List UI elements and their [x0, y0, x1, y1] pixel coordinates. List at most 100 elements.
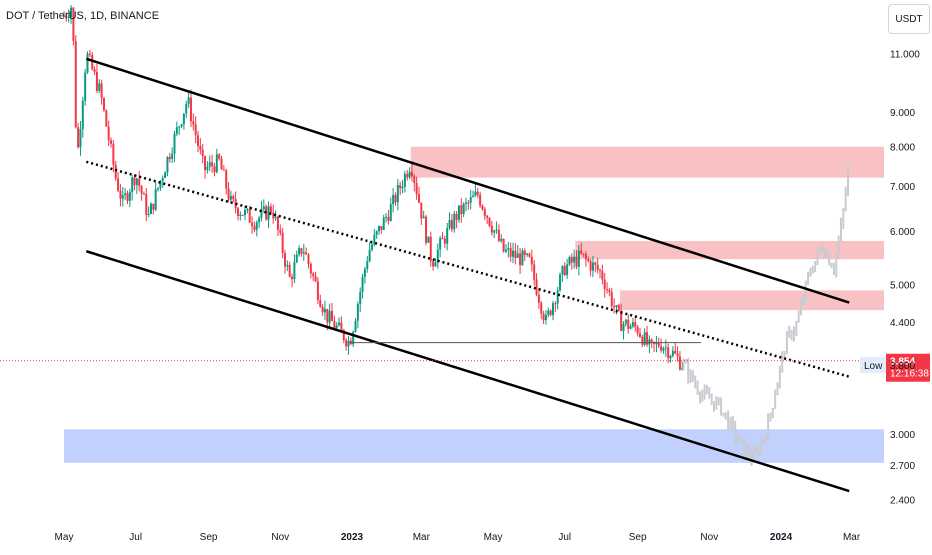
candle-body	[547, 310, 550, 315]
candle-body	[114, 164, 117, 179]
candle-body	[479, 194, 482, 206]
candle-body	[655, 342, 658, 345]
y-tick-label: 2.400	[890, 496, 915, 507]
candle-body	[352, 331, 355, 345]
candle-body	[662, 348, 665, 351]
candle-body	[65, 16, 68, 18]
candle-body	[568, 256, 571, 265]
candle-body	[582, 253, 585, 255]
candle-body	[455, 213, 458, 220]
candle-body	[528, 253, 531, 257]
candle-body	[328, 310, 331, 323]
candle-body	[509, 248, 512, 257]
candle-body	[251, 222, 254, 227]
candle-body	[591, 262, 594, 271]
candle-body	[577, 250, 580, 267]
candle-body	[667, 347, 670, 359]
candle-body	[93, 69, 96, 72]
candle-body	[363, 268, 366, 277]
candle-body	[326, 308, 329, 323]
candle-body	[117, 178, 120, 191]
candle-body	[566, 264, 569, 276]
x-tick-label: Jul	[129, 532, 142, 543]
symbol-title: DOT / TetherUS, 1D, BINANCE	[6, 10, 160, 22]
candle-body	[526, 253, 529, 255]
candle-body	[533, 264, 536, 280]
candle-body	[392, 195, 395, 205]
candle-body	[476, 191, 479, 195]
candle-body	[631, 322, 634, 327]
candle-body	[279, 229, 282, 233]
candle-body	[624, 319, 627, 324]
candle-body	[182, 113, 185, 125]
candle-body	[389, 204, 392, 221]
candle-body	[375, 231, 378, 235]
candle-body	[227, 188, 230, 200]
candle-body	[615, 305, 618, 308]
candle-body	[157, 187, 160, 190]
candle-body	[530, 256, 533, 265]
candle-body	[213, 166, 216, 173]
candle-body	[422, 216, 425, 219]
candle-body	[669, 355, 672, 359]
candle-body	[342, 329, 345, 341]
candle-body	[596, 264, 599, 270]
candle-body	[168, 156, 171, 160]
candle-body	[450, 219, 453, 230]
candle-body	[236, 208, 239, 216]
x-tick-label: May	[55, 532, 74, 543]
candle-body	[608, 289, 611, 293]
candle-body	[283, 253, 286, 267]
candle-body	[648, 339, 651, 345]
trendline-solid-2	[85, 250, 850, 493]
zones-layer	[64, 146, 884, 463]
candle-body	[356, 304, 359, 321]
candle-body	[305, 252, 308, 255]
candle-body	[535, 279, 538, 295]
candle-body	[319, 300, 322, 307]
candle-body	[171, 153, 174, 160]
candle-body	[286, 264, 289, 267]
candle-body	[410, 171, 413, 177]
candle-body	[620, 310, 623, 332]
candle-body	[380, 226, 383, 230]
candle-body	[354, 320, 357, 332]
candle-body	[276, 216, 279, 230]
trendline-solid-0	[85, 57, 850, 304]
candle-body	[613, 306, 616, 308]
candle-body	[147, 213, 150, 216]
candle-body	[222, 169, 225, 171]
candle-body	[316, 281, 319, 301]
x-tick-label: Mar	[413, 532, 431, 543]
candle-body	[274, 216, 277, 219]
candle-body	[314, 276, 317, 282]
candle-body	[441, 238, 444, 240]
candle-body	[481, 205, 484, 210]
trendlines-layer	[85, 57, 850, 493]
candle-body	[406, 173, 409, 178]
candle-body	[549, 310, 552, 315]
candle-body	[610, 292, 613, 307]
candle-body	[359, 291, 362, 305]
x-tick-label: Mar	[843, 532, 861, 543]
candle-body	[149, 203, 152, 214]
candle-body	[493, 230, 496, 233]
candle-body	[502, 238, 505, 252]
candle-body	[126, 193, 129, 201]
candle-body	[133, 177, 136, 186]
currency-button[interactable]: USDT	[888, 4, 930, 34]
candle-body	[601, 270, 604, 280]
candle-body	[681, 367, 684, 370]
candle-body	[425, 216, 428, 243]
y-tick-label: 5.000	[890, 280, 915, 291]
candle-body	[603, 279, 606, 290]
candle-body	[382, 217, 385, 230]
candle-body	[138, 178, 141, 187]
candle-body	[300, 248, 303, 254]
candle-body	[460, 205, 463, 215]
candle-body	[194, 124, 197, 136]
low-marker-label: Low	[864, 361, 883, 372]
candle-body	[443, 238, 446, 244]
